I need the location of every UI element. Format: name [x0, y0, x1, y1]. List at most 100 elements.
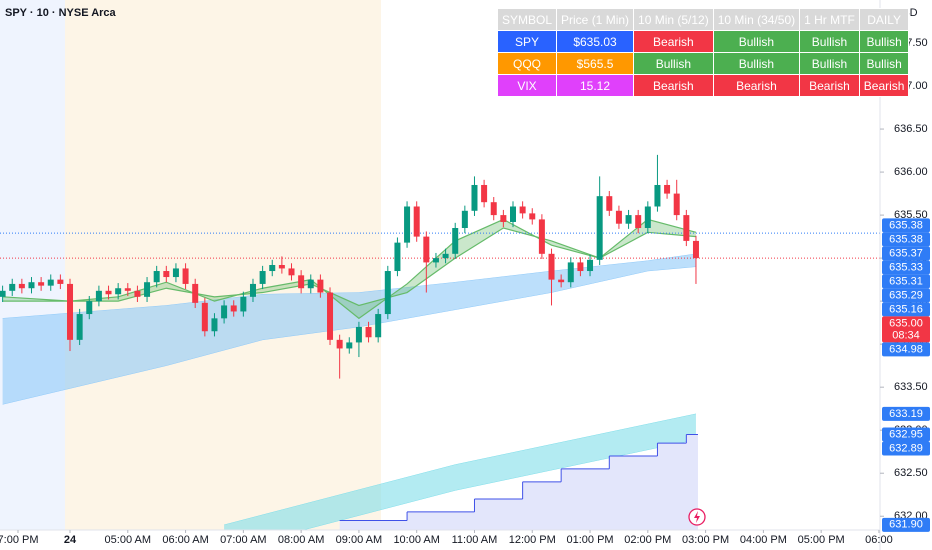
signal-cell: Bullish [633, 52, 714, 75]
candle-body [490, 202, 497, 216]
candle-body [481, 184, 488, 203]
x-tick-label: 08:00 AM [278, 534, 324, 546]
price-label-box [882, 260, 930, 275]
x-tick-label: 06:00 AM [162, 534, 208, 546]
x-tick-label: 02:00 PM [624, 534, 671, 546]
x-tick-label: 12:00 PM [509, 534, 556, 546]
candle-body [76, 314, 83, 340]
price-label: 635.00 [889, 317, 923, 329]
price-label: 635.33 [889, 261, 923, 273]
candle-body [683, 215, 690, 241]
band-fill [2, 253, 696, 405]
price-label-box [882, 218, 930, 233]
x-tick-label: 07:00 AM [220, 534, 266, 546]
candle-body [124, 288, 131, 291]
x-tick-label: 09:00 AM [336, 534, 382, 546]
candle-body [558, 279, 565, 283]
plot-area [0, 154, 880, 530]
band-lower [2, 266, 696, 405]
band-upper [224, 413, 697, 526]
header-cell: DAILY [858, 8, 910, 31]
candle-body [105, 290, 112, 295]
price-label: 635.38 [889, 233, 923, 245]
candle-body [461, 210, 468, 229]
candle-body [172, 268, 179, 278]
y-tick-label: 632.50 [894, 467, 928, 479]
band-fill [224, 413, 696, 530]
candle-body [615, 210, 622, 224]
candle-body [471, 184, 478, 211]
price-label: 635.29 [889, 289, 923, 301]
candle-body [423, 236, 430, 263]
price-label-box [882, 274, 930, 289]
candle-body [249, 283, 256, 297]
x-tick-label: 01:00 PM [566, 534, 613, 546]
candle-body [259, 271, 266, 284]
candle-body [9, 283, 16, 291]
table-row: SPY $635.03 Bearish Bullish Bullish Bullish [496, 30, 910, 53]
candle-body [28, 282, 35, 289]
candle-body [57, 279, 64, 284]
y-tick-label: 636.50 [894, 123, 928, 135]
candle-body [182, 268, 189, 284]
candle-body [346, 342, 353, 349]
candle-body [654, 184, 661, 207]
candle-body [269, 265, 276, 272]
band-upper [2, 253, 697, 319]
price-label: 635.37 [889, 247, 923, 259]
candle-body [230, 305, 237, 312]
price-label-box [882, 302, 930, 317]
y-tick-label: 633.50 [894, 381, 928, 393]
candle-body [18, 283, 25, 289]
chart-title: SPY · 10 · NYSE Arca [5, 7, 117, 19]
signal-cell: Bearish [633, 74, 714, 97]
signal-cell: Bullish [712, 30, 801, 53]
candle-body [153, 271, 160, 283]
price-cell: $565.5 [556, 52, 635, 75]
ribbon-upper [2, 218, 697, 320]
x-tick-label: 11:00 AM [452, 534, 498, 546]
price-label: 635.38 [889, 219, 923, 231]
price-label-box [882, 441, 930, 456]
price-countdown: 08:34 [892, 329, 920, 341]
candle-body [644, 206, 651, 229]
price-label-box [882, 517, 930, 532]
candle-body [567, 262, 574, 283]
step-fill [339, 434, 698, 530]
x-tick-label: 10:00 AM [393, 534, 439, 546]
price-label: 631.90 [889, 519, 923, 531]
candle-body [134, 290, 141, 297]
candle-body [587, 259, 594, 272]
candle-body [596, 196, 603, 260]
price-label: 633.19 [889, 408, 923, 420]
candle-body [327, 292, 334, 340]
signal-cell: Bullish [712, 52, 801, 75]
candle-body [192, 283, 199, 303]
candle-body [538, 219, 545, 254]
candle-body [47, 279, 54, 286]
candle-body [432, 258, 439, 263]
candle-body [375, 314, 382, 338]
price-label: 632.95 [889, 428, 923, 440]
x-tick-label: 04:00 PM [740, 534, 787, 546]
candle-body [288, 268, 295, 276]
signal-cell: Bearish [799, 74, 860, 97]
candle-body [86, 301, 93, 315]
candle-body [0, 290, 6, 297]
candle-body [144, 282, 151, 297]
table-row: VIX 15.12 Bearish Bearish Bearish Bearish [496, 74, 910, 97]
candle-body [413, 206, 420, 237]
signal-cell: Bullish [858, 52, 910, 75]
signal-cell: Bullish [858, 30, 910, 53]
signal-table: SYMBOL Price (1 Min) 10 Min (5/12) 10 Min (… [496, 8, 910, 97]
x-tick-label: 7:00 PM [0, 534, 38, 546]
candle-body [519, 206, 526, 214]
x-tick-label: 05:00 PM [798, 534, 845, 546]
price-cell: $635.03 [556, 30, 635, 53]
candle-body [307, 279, 314, 289]
candle-body [442, 253, 449, 259]
candle-body [115, 288, 122, 295]
signal-cell: Bearish [858, 74, 910, 97]
candle-body [404, 206, 411, 243]
